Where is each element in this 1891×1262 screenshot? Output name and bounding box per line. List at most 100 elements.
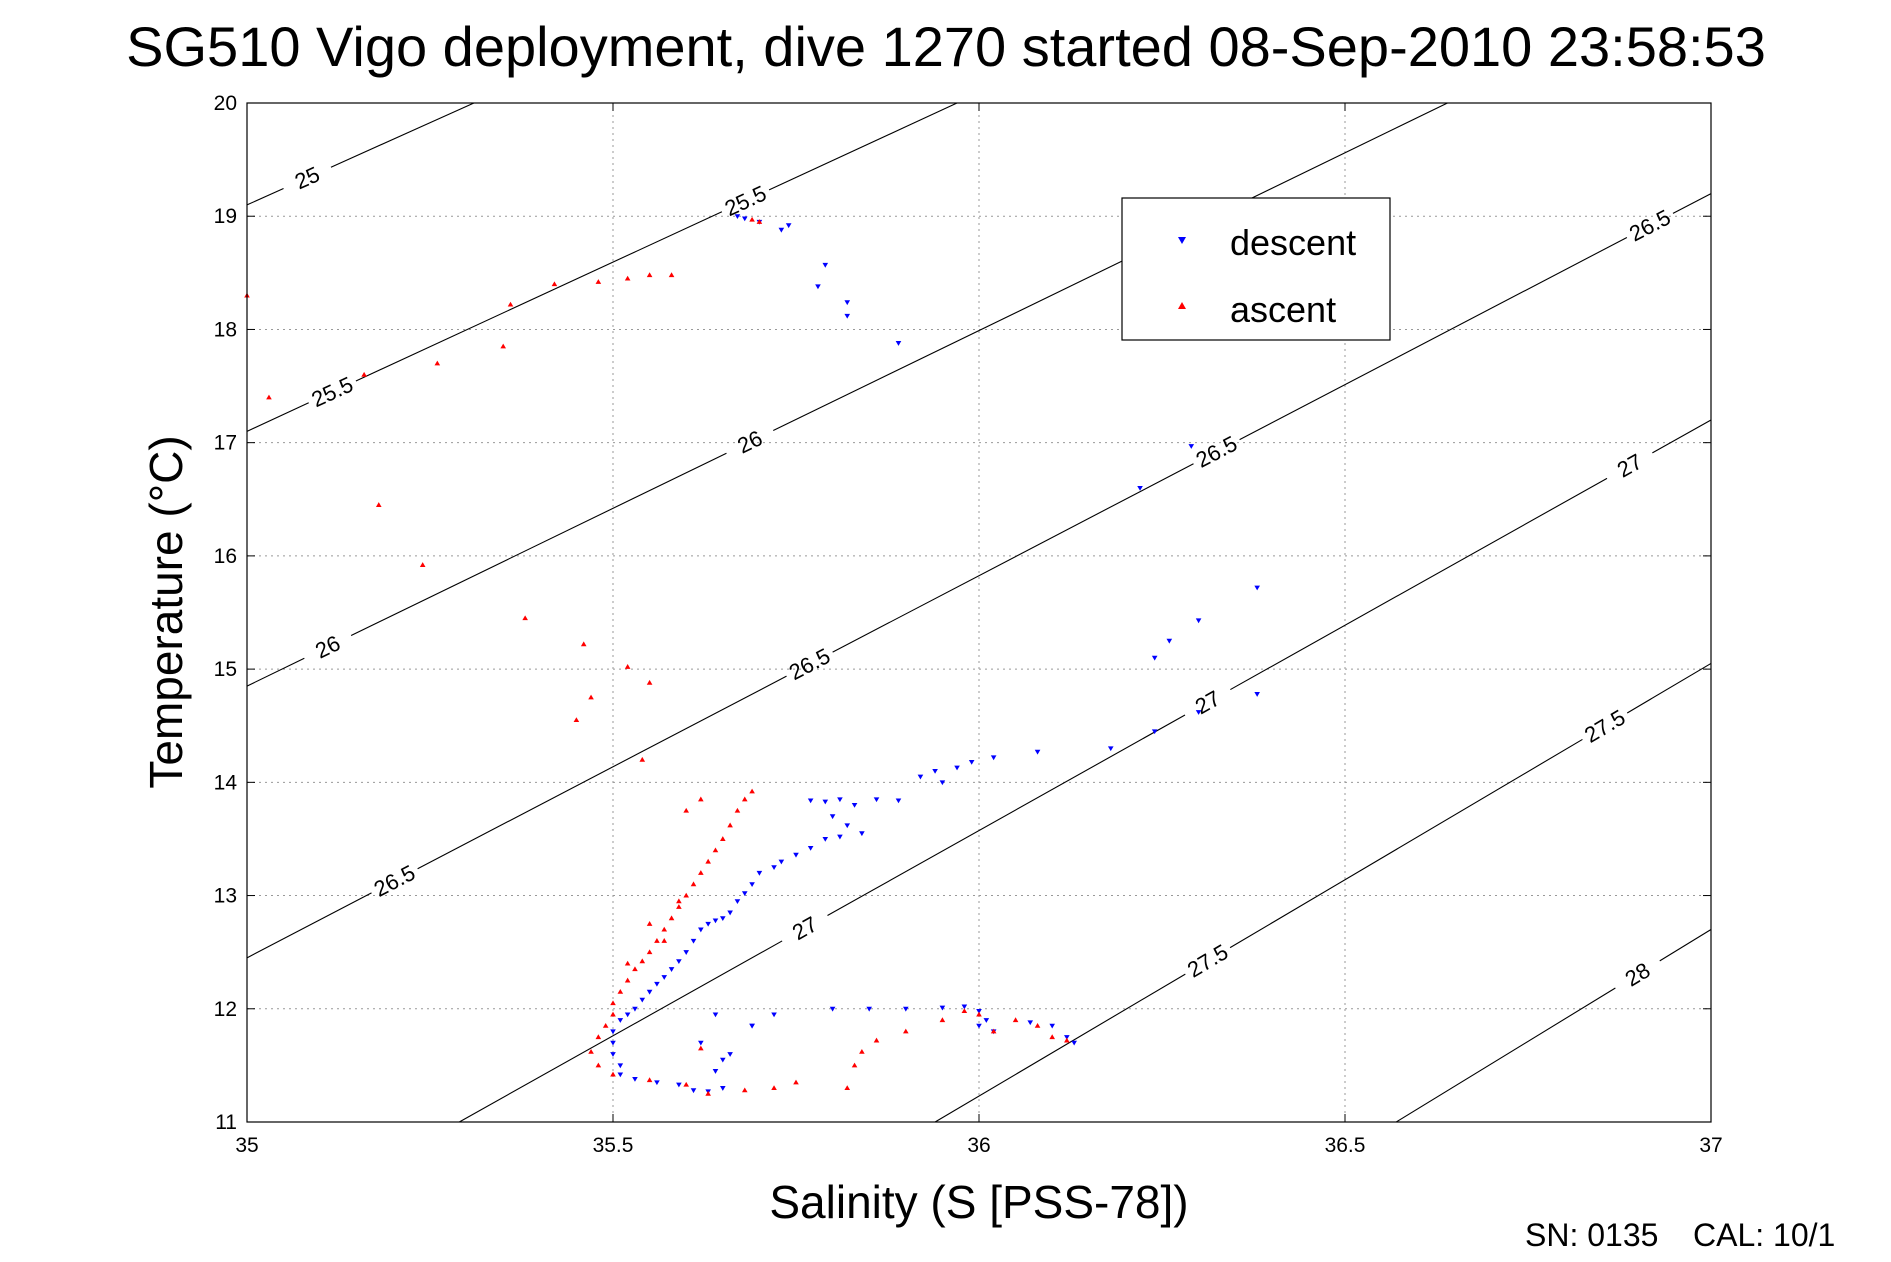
descent-point-77 <box>771 1012 777 1018</box>
descent-point-79 <box>866 1006 872 1012</box>
ascent-point-39 <box>624 977 631 983</box>
descent-point-50 <box>698 927 704 933</box>
ascent-point-70 <box>683 807 689 813</box>
ascent-point-24 <box>734 807 741 813</box>
y-tick-label-0: 11 <box>215 1111 237 1134</box>
descent-point-34 <box>844 823 851 829</box>
contour-line-27.5-0 <box>934 973 1186 1123</box>
legend-label-ascent: ascent <box>1230 289 1336 330</box>
descent-point-46 <box>727 910 733 916</box>
y-tick-label-8: 19 <box>214 205 237 228</box>
ascent-point-45 <box>588 1049 594 1054</box>
contour-line-27-2 <box>1230 477 1608 691</box>
descent-point-57 <box>646 989 653 995</box>
axis-ticks: 35 35.5 36 36.5 37 11 12 13 14 15 16 17 18 19 20 <box>214 92 1723 1157</box>
ascent-point-18 <box>573 717 580 723</box>
descent-point-48 <box>712 918 719 924</box>
descent-point-61 <box>617 1018 624 1023</box>
descent-point-22 <box>968 759 975 765</box>
descent-point-67 <box>632 1076 638 1082</box>
ascent-point-5 <box>507 301 514 307</box>
descent-point-43 <box>749 882 755 888</box>
ascent-point-30 <box>690 881 697 887</box>
ascent-point-56 <box>859 1049 865 1054</box>
ascent-point-66 <box>1064 1037 1070 1043</box>
descent-point-80 <box>903 1006 909 1012</box>
descent-point-91 <box>698 1040 704 1046</box>
ascent-point-51 <box>741 1087 748 1093</box>
descent-point-0 <box>734 214 741 220</box>
y-tick-label-7: 18 <box>214 318 237 341</box>
ascent-point-14 <box>419 562 426 567</box>
descent-point-1 <box>741 216 748 222</box>
ascent-point-32 <box>676 904 682 909</box>
ascent-point-58 <box>903 1028 909 1034</box>
ascent-point-46 <box>595 1062 602 1068</box>
descent-point-33 <box>829 814 836 820</box>
contour-line-27-3 <box>1652 419 1712 454</box>
descent-point-74 <box>720 1057 726 1063</box>
ascent-point-71 <box>698 796 704 802</box>
calibration-label: CAL: 10/1 <box>1693 1217 1835 1253</box>
descent-point-89 <box>1064 1035 1070 1040</box>
ascent-point-27 <box>712 847 719 853</box>
descent-point-9 <box>895 341 902 346</box>
contour-line-28-1 <box>1659 929 1712 962</box>
ascent-point-4 <box>500 343 506 349</box>
contour-line-26.5-2 <box>832 463 1194 653</box>
ascent-point-1 <box>266 394 272 400</box>
ascent-point-40 <box>617 988 624 994</box>
descent-point-18 <box>1151 729 1158 735</box>
contour-line-26.5-4 <box>1672 193 1712 214</box>
descent-point-11 <box>1137 485 1143 491</box>
ascent-point-50 <box>705 1090 711 1096</box>
descent-point-70 <box>690 1088 697 1094</box>
descent-point-84 <box>983 1018 990 1023</box>
descent-point-87 <box>1027 1020 1034 1026</box>
contour-line-27-1 <box>827 714 1186 916</box>
ascent-point-20 <box>646 679 653 685</box>
descent-point-72 <box>720 1086 726 1091</box>
contour-line-28-0 <box>1395 987 1616 1123</box>
y-tick-label-9: 20 <box>214 92 237 115</box>
x-tick-label-4: 37 <box>1699 1134 1722 1157</box>
descent-point-35 <box>859 831 865 837</box>
descent-point-66 <box>617 1072 624 1078</box>
ascent-point-7 <box>595 279 602 284</box>
descent-point-82 <box>961 1004 968 1010</box>
ascent-point-47 <box>610 1071 616 1077</box>
descent-point-30 <box>837 797 843 803</box>
ascent-point-6 <box>551 281 558 287</box>
descent-point-21 <box>990 755 997 761</box>
descent-point-40 <box>778 859 785 865</box>
descent-point-81 <box>939 1005 946 1011</box>
descent-point-37 <box>822 836 829 842</box>
ascent-point-13 <box>375 502 382 507</box>
ascent-point-53 <box>793 1079 799 1085</box>
descent-point-13 <box>1195 618 1202 624</box>
contour-line-26-2 <box>773 102 1448 431</box>
descent-point-75 <box>727 1052 733 1057</box>
contour-line-27.5-1 <box>1229 738 1583 949</box>
x-tick-label-2: 36 <box>967 1134 990 1157</box>
contour-line-26-1 <box>350 452 727 637</box>
descent-point-56 <box>654 981 660 987</box>
descent-point-16 <box>1254 692 1260 697</box>
ascent-point-38 <box>632 966 638 972</box>
y-tick-label-1: 12 <box>214 998 237 1021</box>
ascent-point-33 <box>668 915 675 921</box>
descent-point-44 <box>741 891 748 897</box>
descent-point-29 <box>851 802 858 808</box>
descent-point-78 <box>829 1006 836 1012</box>
ascent-point-2 <box>361 371 367 377</box>
y-tick-label-4: 15 <box>214 658 237 681</box>
descent-point-52 <box>683 950 689 955</box>
ascent-point-23 <box>741 796 748 802</box>
ascent-point-68 <box>676 898 682 904</box>
ascent-point-9 <box>646 272 653 278</box>
legend: descent ascent <box>1121 197 1391 341</box>
ascent-point-60 <box>961 1008 968 1014</box>
descent-point-47 <box>720 916 726 921</box>
descent-point-20 <box>1034 749 1041 755</box>
